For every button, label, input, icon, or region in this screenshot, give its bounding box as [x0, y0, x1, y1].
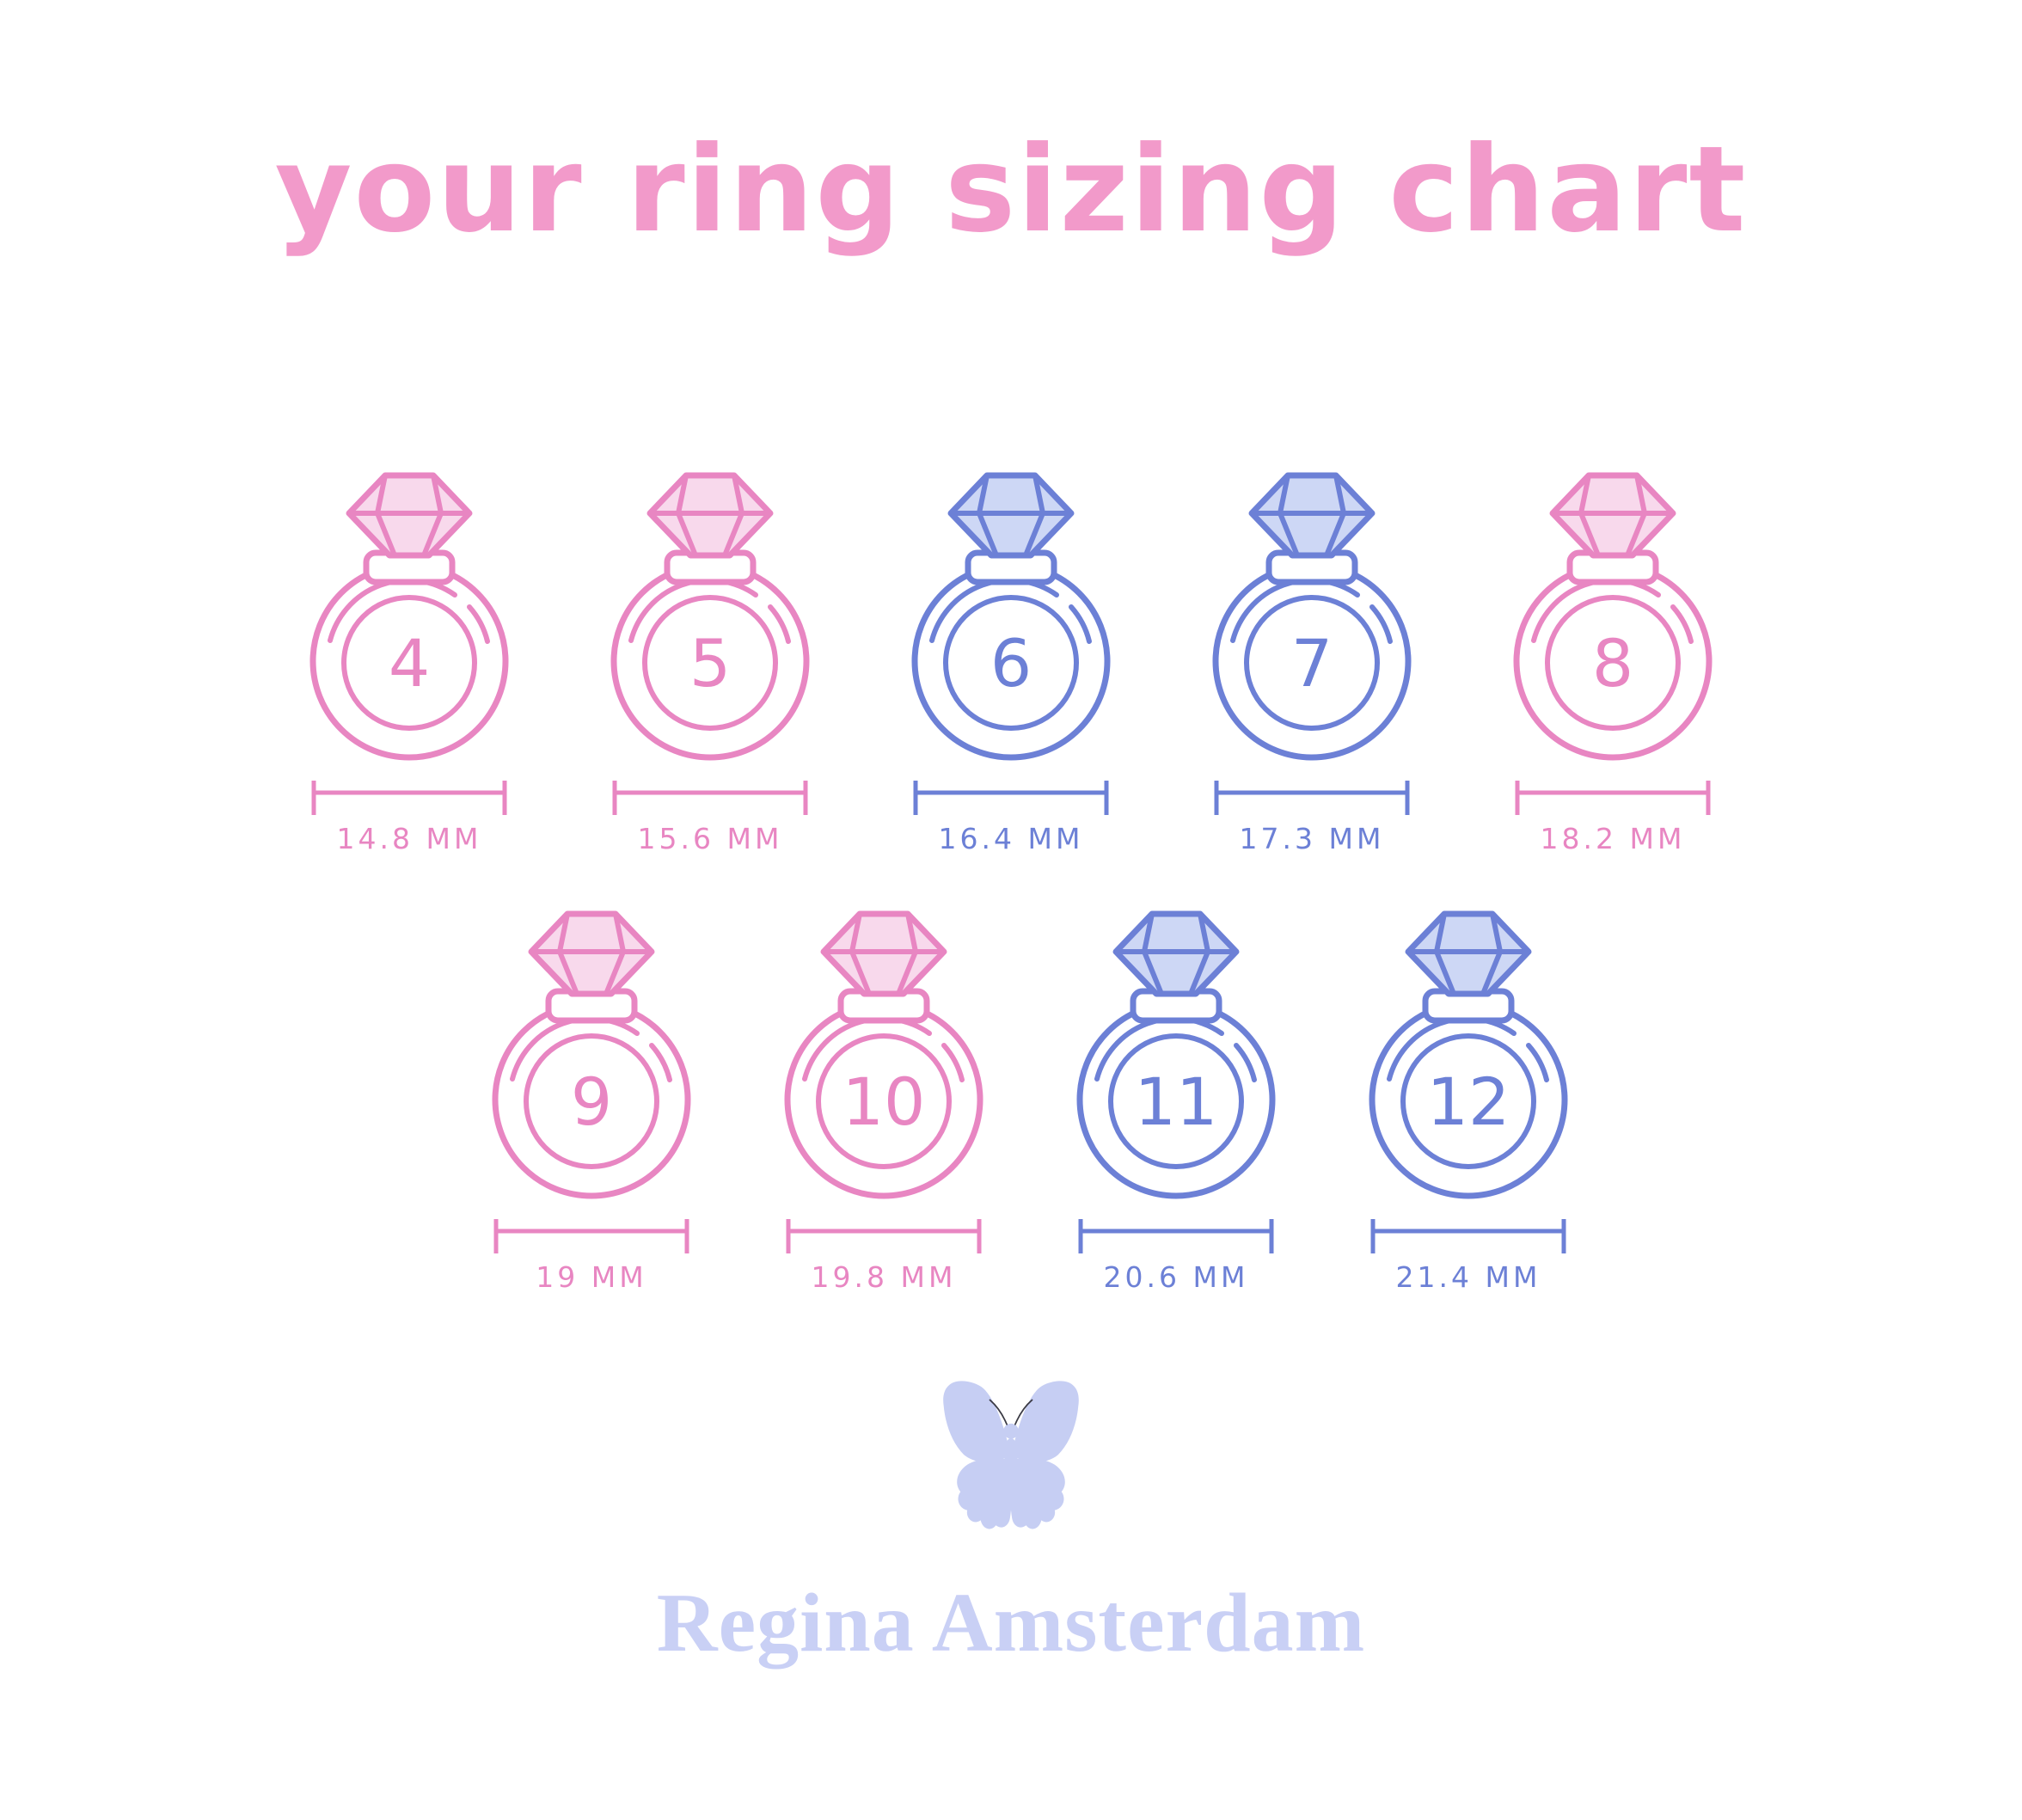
- ring-size-11: 11 20.6 MM: [1056, 907, 1296, 1294]
- ring-size-7: 7 17.3 MM: [1192, 469, 1432, 855]
- ring-size-12: 12 21.4 MM: [1348, 907, 1589, 1294]
- diameter-label: 18.2 MM: [1540, 822, 1686, 855]
- diamond-ring-icon: 9: [488, 907, 695, 1204]
- ring-size-4: 4 14.8 MM: [289, 469, 530, 855]
- diameter-label: 19.8 MM: [811, 1260, 957, 1294]
- ring-size-9: 9 19 MM: [471, 907, 712, 1294]
- page-title: your ring sizing chart: [274, 120, 1748, 259]
- diamond-ring-icon: 5: [607, 469, 813, 765]
- measure-line: [310, 781, 508, 817]
- diameter-label: 15.6 MM: [637, 822, 783, 855]
- diamond-ring-icon: 6: [908, 469, 1114, 765]
- ring-size-number: 8: [1592, 625, 1633, 702]
- diameter-label: 20.6 MM: [1103, 1260, 1249, 1294]
- ring-size-8: 8 18.2 MM: [1492, 469, 1733, 855]
- ring-size-6: 6 16.4 MM: [891, 469, 1131, 855]
- measure-line: [1213, 781, 1411, 817]
- diameter-label: 14.8 MM: [336, 822, 482, 855]
- ring-size-number: 10: [842, 1063, 926, 1140]
- ring-size-number: 4: [389, 625, 430, 702]
- diameter-label: 21.4 MM: [1395, 1260, 1541, 1294]
- ring-size-10: 10 19.8 MM: [763, 907, 1004, 1294]
- diameter-label: 19 MM: [536, 1260, 647, 1294]
- brand-name: Regina Amsterdam: [656, 1577, 1366, 1670]
- measure-line: [785, 1219, 983, 1255]
- ring-row-2: 9 19 MM 10 19.8 MM 11 20.6 MM 12: [19, 907, 2022, 1294]
- diamond-ring-icon: 12: [1365, 907, 1572, 1204]
- measure-line: [1514, 781, 1712, 817]
- ring-size-number: 9: [571, 1063, 612, 1140]
- diamond-ring-icon: 4: [306, 469, 512, 765]
- diamond-ring-icon: 8: [1510, 469, 1716, 765]
- ring-size-number: 5: [689, 625, 731, 702]
- diameter-label: 17.3 MM: [1239, 822, 1385, 855]
- diamond-ring-icon: 10: [781, 907, 987, 1204]
- measure-line: [493, 1219, 690, 1255]
- brand-logo: [0, 1377, 2022, 1537]
- ring-size-number: 6: [990, 625, 1032, 702]
- measure-line: [1077, 1219, 1275, 1255]
- diamond-ring-icon: 11: [1073, 907, 1279, 1204]
- butterfly-icon: [927, 1377, 1095, 1537]
- diamond-ring-icon: 7: [1209, 469, 1415, 765]
- ring-size-number: 11: [1135, 1063, 1218, 1140]
- measure-line: [1369, 1219, 1567, 1255]
- ring-size-number: 12: [1427, 1063, 1510, 1140]
- ring-size-5: 5 15.6 MM: [590, 469, 830, 855]
- diameter-label: 16.4 MM: [938, 822, 1084, 855]
- ring-row-1: 4 14.8 MM 5 15.6 MM 6 16.4 MM 7: [0, 469, 2022, 855]
- measure-line: [611, 781, 809, 817]
- ring-size-number: 7: [1291, 625, 1333, 702]
- measure-line: [912, 781, 1110, 817]
